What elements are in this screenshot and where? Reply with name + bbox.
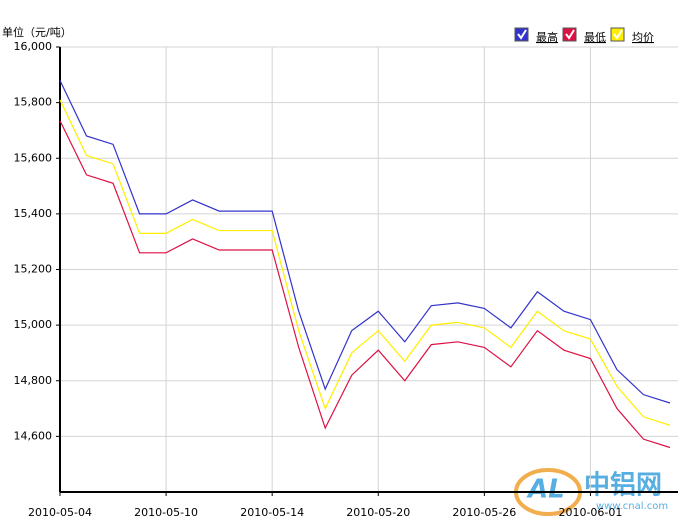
series-line — [59, 120, 671, 449]
legend-item: 最低 — [562, 27, 606, 44]
y-tick-label: 15,600 — [14, 151, 53, 164]
x-tick-label: 2010-05-14 — [240, 506, 304, 519]
legend-item: 均价 — [610, 27, 654, 44]
legend-item: 最高 — [514, 27, 558, 44]
y-tick-label: 16,000 — [14, 40, 53, 53]
legend-label: 均价 — [632, 31, 654, 44]
x-tick-label: 2010-05-10 — [134, 506, 198, 519]
watermark: AL 中铝网 www.cnal.com — [514, 468, 668, 516]
y-tick-label: 14,800 — [14, 374, 53, 387]
legend-label: 最低 — [584, 31, 606, 44]
x-tick-label: 2010-05-26 — [452, 506, 516, 519]
legend-check — [613, 29, 623, 40]
x-tick-label: 2010-05-20 — [346, 506, 410, 519]
y-tick-label: 14,600 — [14, 429, 53, 442]
x-tick-label: 2010-05-04 — [28, 506, 92, 519]
legend-label: 最高 — [536, 30, 558, 44]
y-axis-label: 单位（元/吨） — [2, 25, 72, 39]
legend-check — [517, 29, 527, 40]
y-tick-label: 15,400 — [14, 207, 53, 220]
logo-text: AL — [526, 475, 565, 505]
series-line — [59, 80, 671, 404]
y-tick-label: 15,800 — [14, 96, 53, 109]
y-tick-label: 15,200 — [14, 263, 53, 276]
brand: 中铝网 — [584, 471, 662, 501]
legend-check — [565, 29, 575, 40]
series-line — [59, 99, 671, 426]
y-tick-label: 15,000 — [14, 318, 53, 331]
x-tick-label: 2010-06-01 — [558, 506, 622, 519]
url: www.cnal.com — [596, 501, 668, 512]
